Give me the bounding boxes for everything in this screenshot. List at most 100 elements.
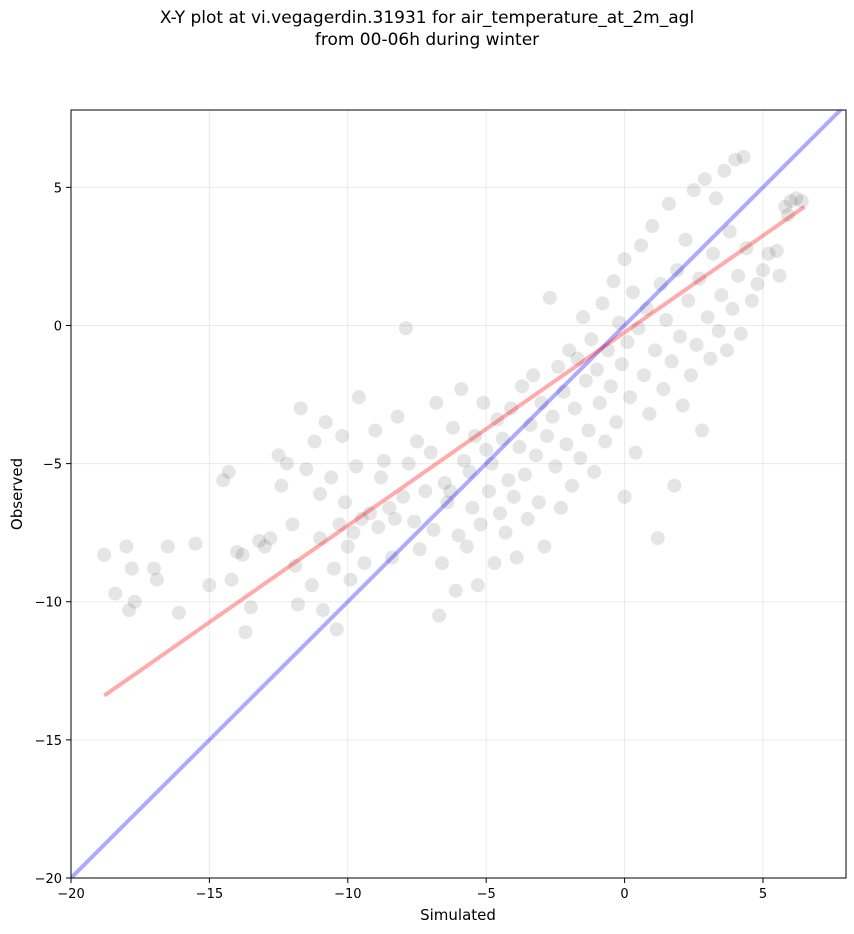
data-point — [609, 415, 624, 430]
data-point — [736, 149, 751, 164]
data-point — [387, 511, 402, 526]
data-point — [324, 470, 339, 485]
data-point — [490, 412, 505, 427]
data-point — [188, 536, 203, 551]
data-point — [614, 357, 629, 372]
data-point — [520, 511, 535, 526]
data-point — [717, 163, 732, 178]
plot-frame — [70, 109, 847, 879]
y-tick-label-0: −20 — [35, 872, 62, 887]
points — [97, 149, 809, 640]
data-point — [739, 241, 754, 256]
ticks: −20 −15 −10 −5 0 5 −20 −15 −10 −5 0 5 — [35, 181, 768, 902]
x-tick-label-4: 0 — [620, 887, 628, 902]
data-point — [567, 401, 582, 416]
x-tick-label-3: −5 — [477, 887, 496, 902]
x-tick-label-1: −15 — [196, 887, 223, 902]
data-point — [454, 382, 469, 397]
data-point — [313, 531, 328, 546]
data-point — [318, 415, 333, 430]
data-point — [617, 489, 632, 504]
data-point — [396, 489, 411, 504]
data-point — [271, 448, 286, 463]
data-point — [722, 224, 737, 239]
data-point — [628, 445, 643, 460]
data-point — [432, 608, 447, 623]
data-point — [315, 603, 330, 618]
data-point — [672, 329, 687, 344]
data-point — [440, 495, 455, 510]
data-point — [149, 572, 164, 587]
data-point — [755, 263, 770, 278]
y-tick-label-5: 5 — [54, 181, 62, 196]
x-tick-label-5: 5 — [759, 887, 767, 902]
data-point — [230, 545, 245, 560]
data-point — [595, 296, 610, 311]
data-point — [556, 384, 571, 399]
data-point — [529, 448, 543, 463]
x-axis-title: Simulated — [420, 906, 496, 924]
data-point — [515, 379, 530, 394]
data-point — [576, 310, 591, 325]
data-point — [147, 561, 162, 576]
data-point — [728, 152, 743, 167]
data-point — [750, 277, 765, 292]
data-point — [459, 539, 474, 554]
data-point — [216, 473, 231, 488]
data-point — [606, 274, 621, 289]
data-point — [659, 312, 674, 327]
data-point — [545, 409, 560, 424]
data-point — [695, 423, 710, 438]
data-point — [686, 183, 701, 198]
data-point — [401, 456, 416, 471]
data-point — [689, 337, 704, 352]
data-point — [160, 539, 175, 554]
data-point — [119, 539, 134, 554]
data-point — [252, 533, 267, 548]
data-point — [343, 572, 358, 587]
data-point — [664, 354, 679, 369]
data-point — [612, 315, 627, 330]
data-point — [290, 597, 305, 612]
data-point — [409, 434, 424, 449]
y-tick-label-3: −5 — [43, 458, 62, 473]
data-point — [681, 293, 696, 308]
data-point — [744, 293, 759, 308]
data-point — [346, 525, 361, 540]
data-point — [329, 622, 344, 637]
data-point — [531, 495, 546, 510]
data-point — [592, 395, 607, 410]
data-point — [351, 390, 366, 405]
regression-line — [103, 205, 806, 698]
data-point — [526, 368, 541, 383]
data-point — [374, 470, 388, 485]
data-point — [553, 500, 568, 515]
data-point — [238, 625, 253, 640]
data-point — [221, 464, 236, 479]
data-point — [285, 517, 300, 532]
data-point — [725, 301, 740, 316]
data-point — [719, 343, 734, 358]
data-point — [434, 556, 449, 571]
data-point — [332, 517, 347, 532]
data-point — [603, 379, 618, 394]
data-point — [468, 428, 483, 443]
data-point — [263, 531, 278, 546]
data-point — [780, 207, 795, 222]
data-point — [661, 196, 676, 211]
data-point — [293, 401, 308, 416]
data-point — [493, 506, 508, 521]
data-point — [368, 423, 383, 438]
data-point — [288, 558, 303, 573]
data-point — [465, 500, 480, 515]
fit-lines — [71, 110, 844, 878]
data-point — [636, 368, 651, 383]
data-point — [733, 326, 748, 341]
data-point — [667, 478, 682, 493]
y-tick-label-2: −10 — [35, 596, 62, 611]
data-point — [418, 484, 433, 499]
data-point — [506, 489, 521, 504]
data-point — [279, 456, 294, 471]
data-point — [362, 506, 377, 521]
data-point — [794, 194, 809, 209]
